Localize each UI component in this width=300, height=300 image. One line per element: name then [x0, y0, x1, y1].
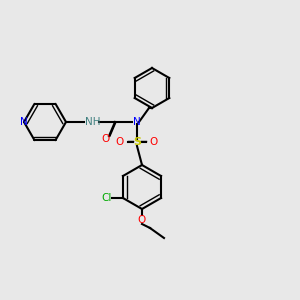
Text: NH: NH	[85, 117, 100, 127]
Text: O: O	[150, 137, 158, 147]
Text: O: O	[138, 215, 146, 225]
Text: N: N	[20, 117, 28, 127]
Text: O: O	[116, 137, 124, 147]
Text: N: N	[133, 117, 141, 127]
Text: Cl: Cl	[102, 193, 112, 203]
Text: O: O	[102, 134, 110, 144]
Text: S: S	[133, 137, 141, 147]
